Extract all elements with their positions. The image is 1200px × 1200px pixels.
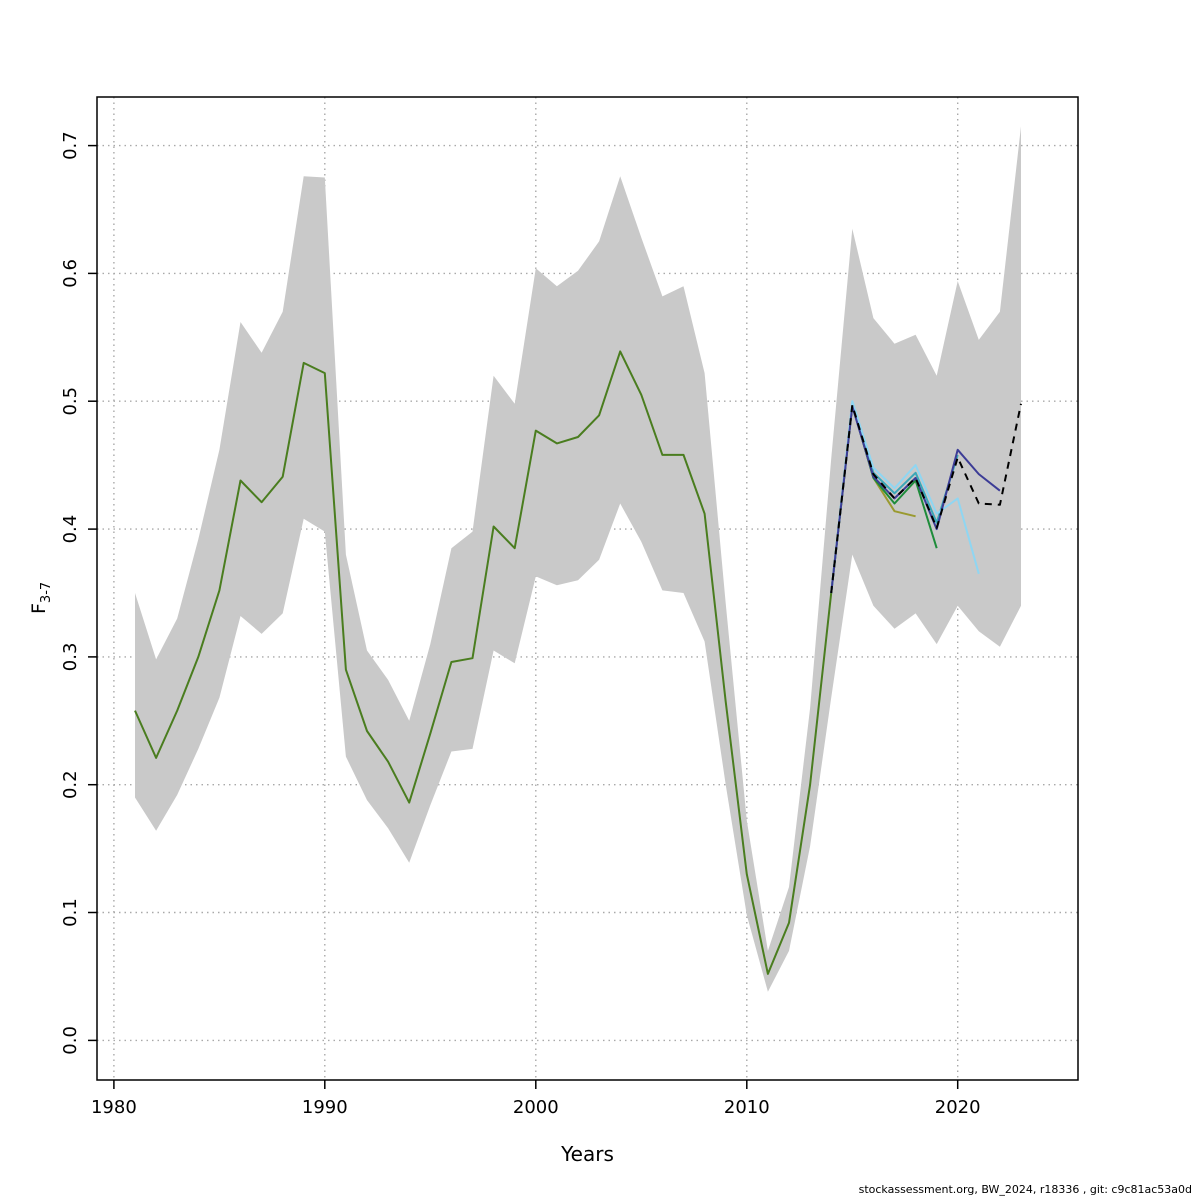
- svg-text:0.7: 0.7: [60, 131, 81, 160]
- x-axis-label: Years: [561, 1142, 614, 1166]
- svg-text:0.0: 0.0: [60, 1026, 81, 1055]
- footer-citation: stockassessment.org, BW_2024, r18336 , g…: [858, 1183, 1192, 1196]
- svg-text:0.6: 0.6: [60, 259, 81, 288]
- svg-text:2000: 2000: [513, 1097, 559, 1118]
- svg-text:0.1: 0.1: [60, 898, 81, 927]
- svg-text:0.5: 0.5: [60, 387, 81, 416]
- y-axis-label: F3-7: [28, 582, 54, 614]
- svg-text:1980: 1980: [91, 1097, 137, 1118]
- svg-text:0.4: 0.4: [60, 515, 81, 544]
- svg-text:0.2: 0.2: [60, 770, 81, 799]
- svg-text:1990: 1990: [302, 1097, 348, 1118]
- svg-text:0.3: 0.3: [60, 643, 81, 672]
- svg-text:2020: 2020: [935, 1097, 981, 1118]
- svg-text:2010: 2010: [724, 1097, 770, 1118]
- y-axis-label-main: F: [28, 603, 50, 614]
- y-axis-label-sub: 3-7: [38, 581, 54, 604]
